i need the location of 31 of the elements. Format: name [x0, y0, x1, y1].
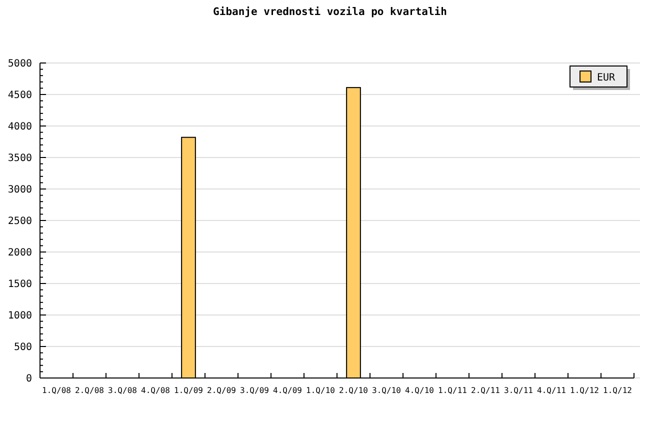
- x-tick-label: 3.Q/08: [108, 386, 138, 395]
- y-tick-label: 3000: [8, 184, 32, 196]
- x-tick-label: 2.Q/10: [339, 386, 368, 395]
- y-tick-label: 5000: [8, 58, 32, 70]
- y-tick-label: 1000: [8, 310, 32, 322]
- y-tick-label: 0: [26, 374, 32, 384]
- legend-label: EUR: [597, 72, 616, 84]
- x-tick-label: 1.Q/08: [42, 386, 72, 395]
- x-tick-label: 4.Q/08: [141, 386, 170, 395]
- x-tick-label: 4.Q/10: [405, 386, 434, 395]
- x-tick-label: 3.Q/09: [240, 386, 270, 395]
- x-tick-label: 1.Q/11: [438, 386, 468, 395]
- x-tick-label: 4.Q/11: [537, 386, 566, 395]
- x-tick-label: 1.Q/09: [174, 386, 204, 395]
- x-tick-label: 4.Q/09: [273, 386, 302, 395]
- y-tick-label: 500: [14, 342, 32, 353]
- y-tick-label: 1500: [8, 279, 32, 290]
- y-tick-label: 4000: [8, 122, 32, 132]
- x-tick-label: 1.Q/12: [603, 386, 632, 395]
- x-tick-label: 1.Q/10: [306, 386, 336, 395]
- y-tick-label: 2500: [8, 216, 32, 227]
- chart-title: Gibanje vrednosti vozila po kvartalih: [213, 6, 447, 18]
- y-tick-label: 4500: [8, 90, 32, 101]
- x-tick-label: 1.Q/12: [570, 386, 600, 395]
- y-tick-label: 3500: [8, 153, 32, 164]
- y-tick-label: 2000: [8, 248, 32, 258]
- x-tick-label: 2.Q/09: [207, 386, 236, 395]
- x-tick-label: 3.Q/11: [504, 386, 534, 395]
- x-tick-label: 3.Q/10: [372, 386, 402, 395]
- x-tick-label: 2.Q/11: [471, 386, 500, 395]
- x-tick-label: 2.Q/08: [75, 386, 104, 395]
